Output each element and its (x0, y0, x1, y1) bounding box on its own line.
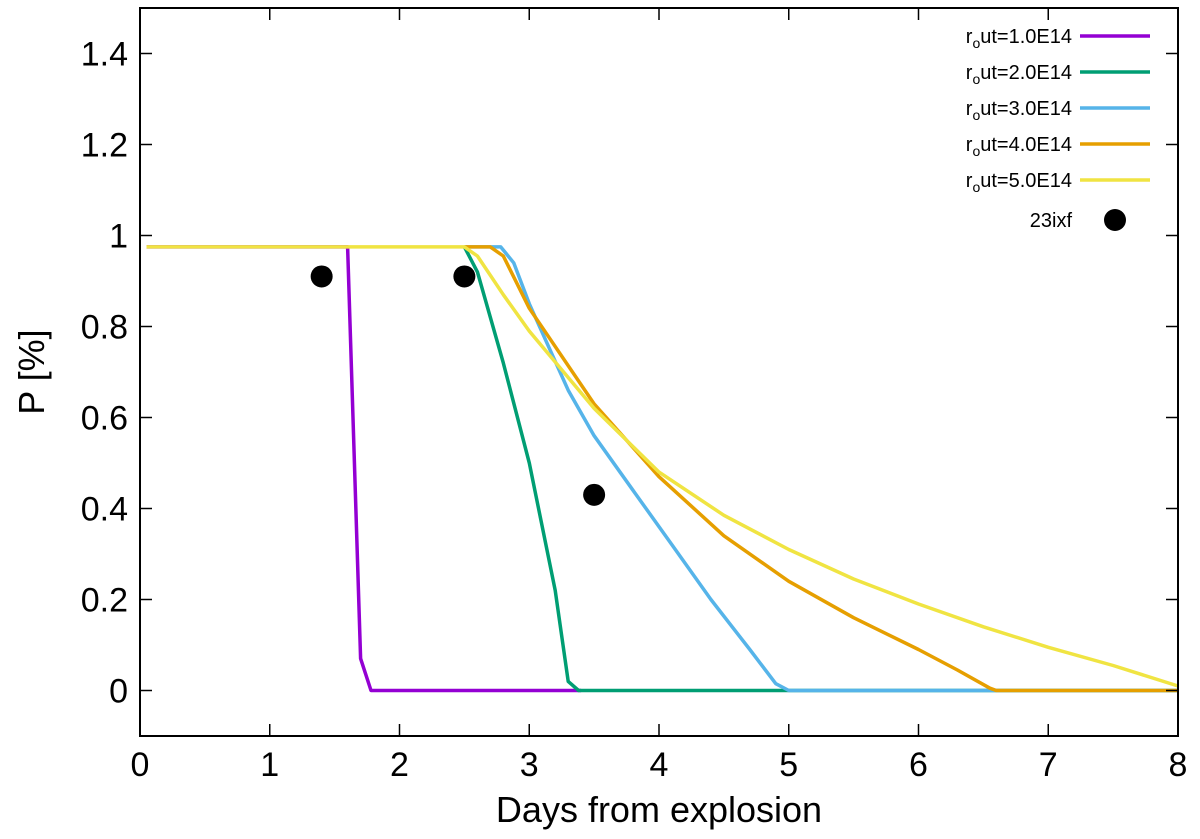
legend-label-observations: 23ixf (1030, 210, 1073, 232)
y-tick-label: 0.4 (81, 491, 128, 529)
y-tick-label: 0 (109, 673, 128, 711)
x-tick-label: 4 (650, 746, 669, 784)
x-tick-label: 1 (260, 746, 279, 784)
x-tick-label: 3 (520, 746, 539, 784)
legend: rout=1.0E14 rout=2.0E14 rout=3.0E14 rout=4.… (966, 26, 1150, 232)
series-line-5 (146, 245, 1179, 688)
x-tick-label: 6 (909, 746, 928, 784)
series-line-4 (464, 245, 1178, 693)
y-tick-label: 0.6 (81, 400, 128, 438)
observation-point (453, 265, 476, 288)
axis-ticks (139, 8, 1179, 736)
series-line-2 (462, 246, 1178, 693)
axis-tick-labels: 0 1 2 3 4 5 6 7 8 0 0.2 0.4 0.6 0.8 1 1.2 1.4 (81, 36, 1188, 785)
x-tick-label: 2 (390, 746, 409, 784)
x-tick-label: 7 (1039, 746, 1058, 784)
y-tick-label: 1 (109, 218, 128, 256)
x-axis-title: Days from explosion (496, 789, 822, 830)
observation-point (583, 483, 606, 506)
y-tick-label: 0.8 (81, 309, 128, 347)
legend-marker-observations (1104, 209, 1126, 231)
legend-label-5: rout=5.0E14 (966, 170, 1072, 195)
legend-label-4: rout=4.0E14 (966, 134, 1072, 159)
x-tick-label: 8 (1169, 746, 1188, 784)
y-axis-title: P [%] (11, 329, 52, 414)
y-tick-label: 1.2 (81, 127, 128, 165)
legend-label-2: rout=2.0E14 (966, 62, 1072, 87)
series-line-3 (464, 245, 1178, 693)
plot-points (310, 265, 606, 506)
y-tick-label: 1.4 (81, 36, 128, 74)
legend-label-1: rout=1.0E14 (966, 26, 1072, 51)
y-tick-label: 0.2 (81, 582, 128, 620)
plot-lines (146, 245, 1179, 693)
observation-point (310, 265, 333, 288)
x-tick-label: 5 (779, 746, 798, 784)
legend-label-3: rout=3.0E14 (966, 98, 1072, 123)
x-tick-label: 0 (131, 746, 150, 784)
